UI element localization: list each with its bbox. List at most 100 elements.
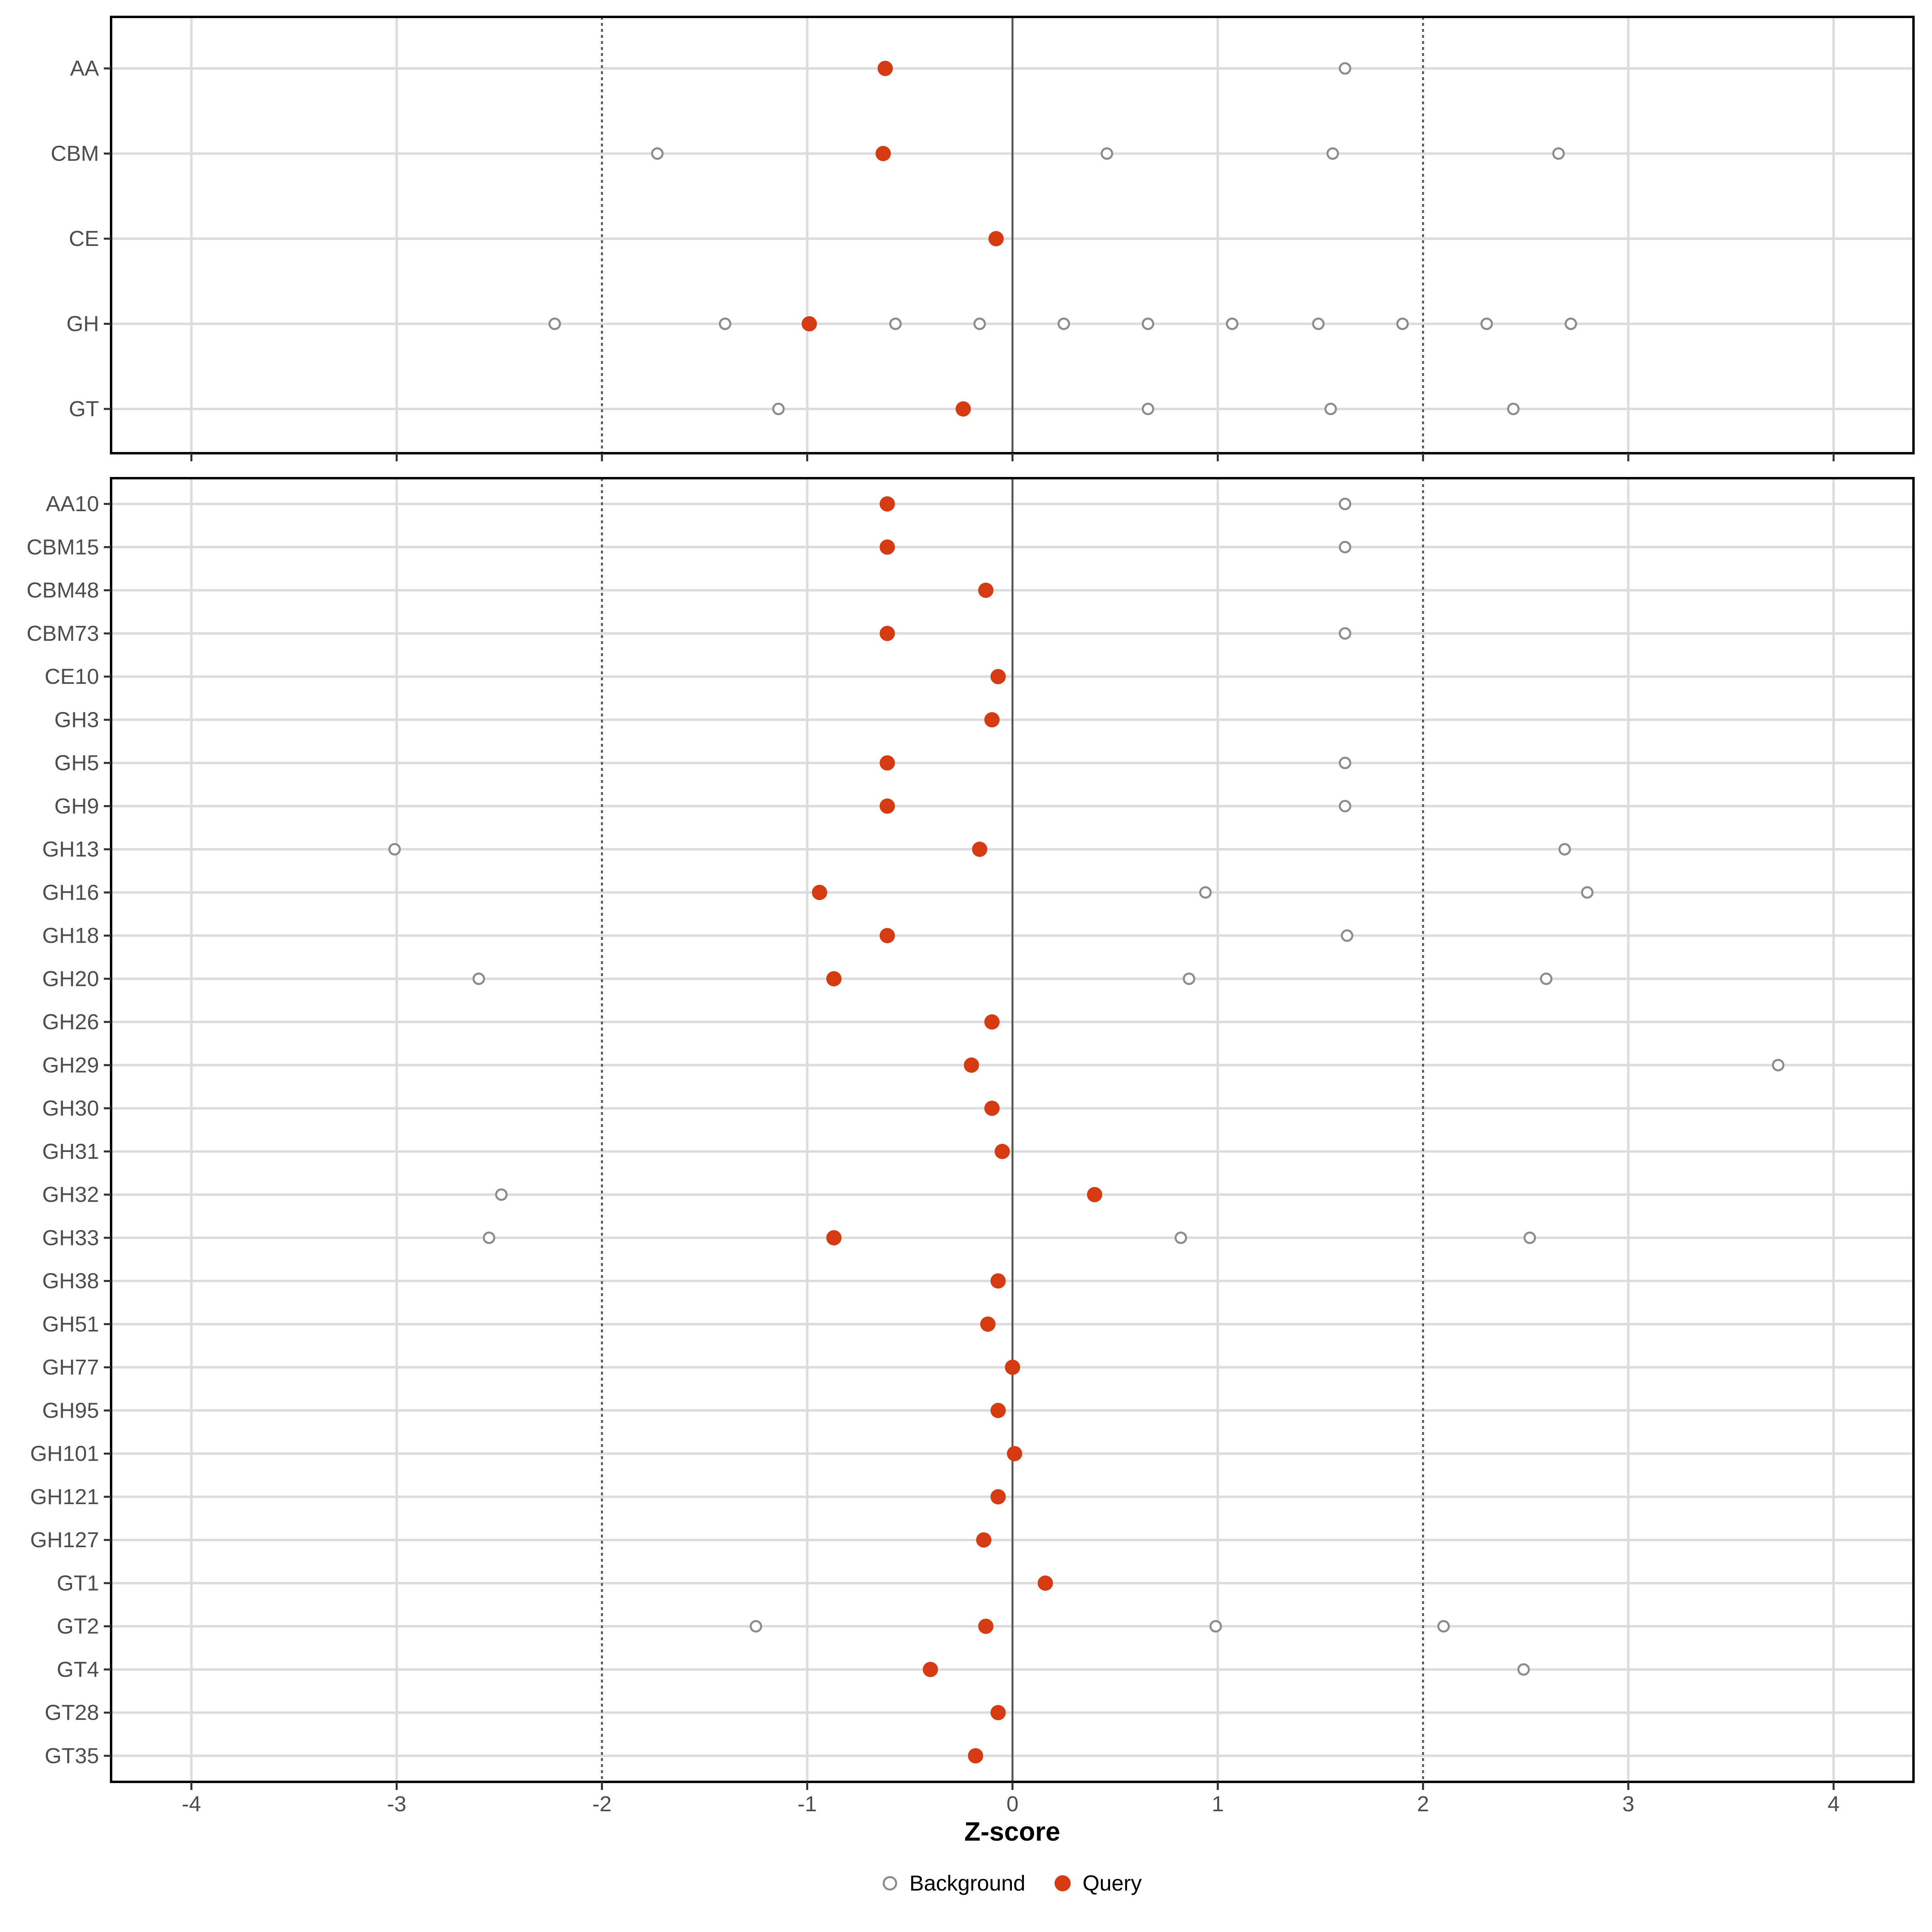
background-point: [1480, 318, 1493, 330]
query-point: [980, 1316, 996, 1332]
y-axis-label: GH16: [42, 880, 99, 904]
query-point: [923, 1662, 938, 1677]
background-point: [1339, 541, 1352, 553]
background-point: [651, 147, 664, 160]
x-tick-label: -3: [387, 1792, 406, 1816]
query-point: [801, 316, 817, 332]
legend-label-background: Background: [909, 1871, 1026, 1895]
y-axis-label: GH3: [54, 708, 99, 732]
y-axis-label: CBM: [51, 142, 99, 166]
query-point: [1087, 1187, 1102, 1202]
query-point: [1007, 1446, 1022, 1461]
x-tick-label: -4: [182, 1792, 201, 1816]
background-point: [1141, 318, 1154, 330]
y-axis-label: GH20: [42, 967, 99, 991]
y-axis-label: GT1: [57, 1571, 99, 1595]
query-point: [1038, 1575, 1053, 1591]
legend-item-background: Background: [883, 1871, 1026, 1896]
y-axis-label: GH95: [42, 1398, 99, 1422]
x-tick-label: -2: [592, 1792, 611, 1816]
background-point: [1199, 886, 1212, 899]
legend: Background Query: [111, 1871, 1913, 1896]
query-point: [964, 1057, 979, 1073]
background-point: [1312, 318, 1325, 330]
query-point: [990, 1273, 1006, 1289]
x-tick-label: 2: [1417, 1792, 1429, 1816]
y-axis-label: CBM15: [27, 535, 99, 559]
y-axis-label: CE10: [45, 665, 99, 689]
y-axis-label: GH33: [42, 1226, 99, 1250]
background-point: [1507, 402, 1520, 415]
background-point: [1341, 929, 1354, 942]
y-axis-label: CBM73: [27, 621, 99, 646]
background-point: [1523, 1231, 1536, 1244]
query-point: [990, 1403, 1006, 1418]
background-point: [1183, 972, 1195, 985]
query-point: [990, 1705, 1006, 1720]
query-point: [968, 1748, 983, 1764]
background-point: [1209, 1620, 1222, 1633]
query-point: [879, 496, 895, 512]
query-point: [995, 1144, 1010, 1159]
query-point: [988, 231, 1004, 246]
query-point: [826, 1230, 842, 1246]
background-point: [1437, 1620, 1450, 1633]
query-point: [990, 1489, 1006, 1505]
query-point: [1005, 1360, 1020, 1375]
y-axis-label: GT: [69, 397, 99, 421]
query-point: [972, 842, 987, 857]
background-point: [1517, 1663, 1530, 1676]
background-point: [889, 318, 902, 330]
background-point: [973, 318, 986, 330]
background-point: [1100, 147, 1113, 160]
y-axis-label: GT2: [57, 1614, 99, 1639]
query-point: [984, 1014, 1000, 1030]
y-axis-label: GT28: [45, 1701, 99, 1725]
query-point: [879, 798, 895, 814]
y-axis-label: GH26: [42, 1010, 99, 1034]
y-axis-label: GH51: [42, 1312, 99, 1336]
background-point: [1396, 318, 1409, 330]
y-axis-label: GT4: [57, 1657, 99, 1682]
background-point: [1326, 147, 1339, 160]
background-point: [1339, 800, 1352, 813]
y-axis-label: CBM48: [27, 578, 99, 603]
y-axis-label: GH101: [30, 1442, 99, 1466]
background-point: [1558, 843, 1571, 856]
background-point: [495, 1188, 508, 1201]
background-point: [1339, 497, 1352, 510]
y-axis-label: GH18: [42, 924, 99, 948]
query-point: [984, 712, 1000, 728]
y-axis-label: GH38: [42, 1269, 99, 1293]
query-point: [978, 1618, 994, 1634]
background-point: [483, 1231, 495, 1244]
background-point: [772, 402, 785, 415]
y-axis-label: GH30: [42, 1096, 99, 1121]
y-axis-label: CE: [69, 227, 99, 251]
background-point: [388, 843, 401, 856]
query-point: [956, 401, 971, 417]
y-axis-label: GH121: [30, 1485, 99, 1509]
x-axis-title: Z-score: [964, 1816, 1061, 1846]
background-point: [1772, 1059, 1785, 1071]
y-axis-label: AA10: [46, 492, 99, 516]
background-point: [1552, 147, 1565, 160]
background-point: [1324, 402, 1337, 415]
x-tick-label: 3: [1622, 1792, 1634, 1816]
y-axis-label: GH29: [42, 1053, 99, 1077]
legend-item-query: Query: [1054, 1871, 1142, 1896]
query-legend-icon: [1054, 1875, 1071, 1891]
query-point: [990, 669, 1006, 684]
x-tick-label: 1: [1212, 1792, 1224, 1816]
query-point: [984, 1100, 1000, 1116]
query-point: [875, 146, 891, 161]
background-point: [473, 972, 485, 985]
y-axis-label: GH: [66, 312, 99, 336]
background-point: [749, 1620, 762, 1633]
background-point: [1174, 1231, 1187, 1244]
x-tick-label: 0: [1006, 1792, 1018, 1816]
y-axis-label: GH32: [42, 1183, 99, 1207]
background-point: [1581, 886, 1593, 899]
background-point: [719, 318, 731, 330]
query-point: [879, 755, 895, 771]
